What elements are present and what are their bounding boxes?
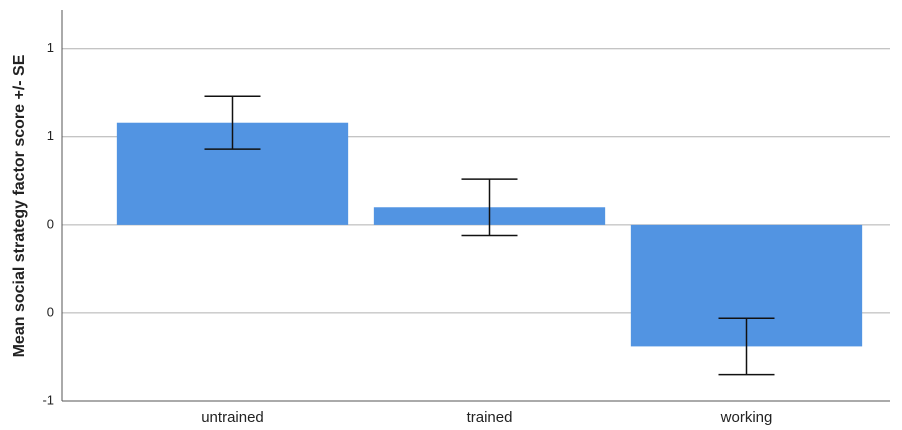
- x-tick-label: working: [720, 409, 773, 426]
- y-tick-label: 1: [47, 40, 54, 55]
- y-tick-label: 0: [47, 216, 54, 231]
- x-tick-label: untrained: [201, 409, 264, 426]
- y-tick-label: 0: [47, 304, 54, 319]
- y-tick-label: 1: [47, 128, 54, 143]
- x-tick-label: trained: [467, 409, 513, 426]
- y-axis-label: Mean social strategy factor score +/- SE: [11, 54, 28, 357]
- error-bar: [718, 317, 775, 376]
- error-bar: [204, 95, 261, 150]
- y-tick-label: -1: [42, 392, 54, 407]
- error-bar: [461, 178, 518, 237]
